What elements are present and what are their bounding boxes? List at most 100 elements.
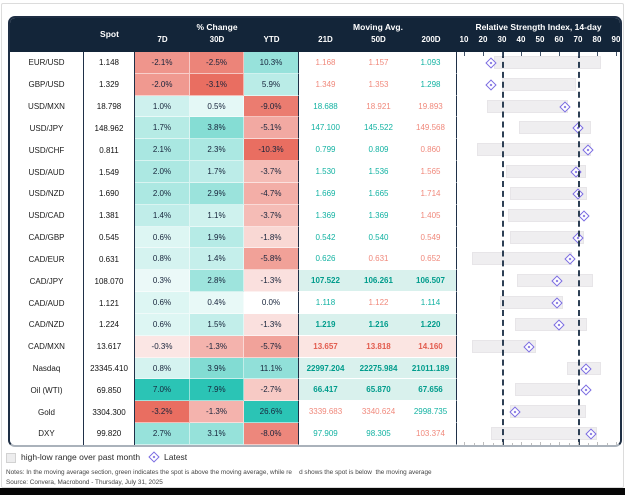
pct-cell-7d: 1.7%	[135, 117, 190, 140]
pct-cell-30d: 3.9%	[190, 357, 244, 380]
ma-cell-200d: 103.374	[405, 423, 457, 445]
rsi-range-bar	[486, 99, 569, 113]
row-label: CAD/GBP	[10, 226, 84, 249]
pct-cell-ytd: 10.3%	[244, 52, 299, 74]
rsi-cell	[457, 248, 620, 270]
rsi-cell	[457, 423, 620, 445]
legend-range-label: high-low range over past month	[21, 452, 141, 462]
ma-cell-200d: 1.714	[405, 182, 457, 205]
pct-cell-30d: 1.9%	[190, 226, 244, 249]
ma-cell-200d: 149.568	[405, 117, 457, 140]
ma-cell-50d: 13.818	[352, 335, 405, 358]
rsi-axis-tick	[597, 442, 598, 445]
ma-cell-21d: 3339.683	[299, 401, 352, 424]
rsi-cell	[457, 227, 620, 249]
ma-cell-50d: 1.665	[352, 183, 405, 205]
rsi-axis-tick	[587, 443, 589, 445]
rsi-range-bar	[471, 252, 573, 266]
rsi-range-bar	[490, 427, 597, 441]
pct-cell-7d: 0.3%	[135, 270, 190, 293]
spot-value: 1.329	[84, 73, 135, 96]
pct-cell-30d: 1.7%	[190, 161, 244, 183]
col-header-50d: 50D	[371, 35, 386, 44]
rsi-latest-diamond	[579, 384, 592, 396]
col-header-30d: 30D	[209, 35, 225, 44]
ma-group-header: Moving Avg.	[353, 22, 403, 32]
rsi-axis-label: 60	[554, 35, 564, 44]
spot-value: 1.224	[84, 313, 135, 336]
table-header: Spot % Change Moving Avg. Relative Stren…	[10, 18, 620, 52]
table-body: EUR/USD 1.148 -2.1% -2.5% 10.3% 1.168 1.157 1.0…	[10, 52, 620, 445]
pct-cell-ytd: -3.7%	[244, 161, 299, 183]
ma-cell-21d: 0.542	[299, 227, 352, 249]
row-label: Nasdaq	[10, 357, 84, 380]
rsi-axis-tick	[616, 442, 617, 445]
table-row: CAD/AUD 1.121 0.6% 0.4% 0.0% 1.118 1.122 1.114	[10, 292, 620, 314]
rsi-cell	[457, 358, 620, 380]
rsi-cell	[457, 96, 620, 118]
row-label: USD/AUD	[10, 161, 84, 183]
col-header-200d: 200D	[421, 35, 441, 44]
ma-cell-200d: 1.565	[405, 161, 457, 183]
rsi-axis-label: 40	[516, 35, 526, 44]
spot-value: 99.820	[84, 423, 135, 445]
rsi-axis-tick	[473, 443, 475, 445]
row-label: GBP/USD	[10, 73, 84, 96]
pct-cell-7d: -2.0%	[135, 73, 190, 96]
ma-cell-21d: 1.349	[299, 74, 352, 96]
rsi-cell	[457, 292, 620, 314]
market-table-card: Spot % Change Moving Avg. Relative Stren…	[8, 16, 622, 447]
pct-cell-7d: 0.6%	[135, 313, 190, 336]
rsi-cell	[457, 139, 620, 161]
pct-cell-7d: 1.0%	[135, 95, 190, 118]
col-header-7d: 7D	[157, 35, 168, 44]
rsi-axis-tick	[559, 52, 560, 56]
rsi-axis-label: 10	[459, 35, 469, 44]
row-label: CAD/MXN	[10, 335, 84, 358]
latest-diamond-icon	[148, 451, 160, 463]
rsi-axis-tick	[568, 443, 570, 445]
pct-cell-30d: 1.1%	[190, 204, 244, 227]
ma-cell-200d: 1.093	[405, 52, 457, 74]
pct-cell-ytd: 26.6%	[244, 401, 299, 424]
pct-cell-30d: -1.3%	[190, 335, 244, 358]
pct-cell-ytd: -1.8%	[244, 226, 299, 249]
row-label: CAD/JPY	[10, 270, 84, 293]
spot-value: 1.690	[84, 182, 135, 205]
ma-cell-200d: 14.160	[405, 335, 457, 358]
rsi-axis-tick	[606, 443, 608, 445]
ma-cell-200d: 1.220	[405, 313, 457, 336]
pct-cell-30d: 3.1%	[190, 423, 244, 445]
row-label: CAD/EUR	[10, 248, 84, 271]
pct-cell-7d: 0.8%	[135, 357, 190, 380]
table-row: Nasdaq 23345.410 0.8% 3.9% 11.1% 22997.204 222…	[10, 357, 620, 380]
ma-cell-50d: 3340.624	[352, 401, 405, 424]
ma-cell-50d: 1.353	[352, 74, 405, 96]
pct-cell-30d: 7.9%	[190, 379, 244, 402]
row-label: USD/JPY	[10, 117, 84, 140]
ma-cell-200d: 19.893	[405, 95, 457, 118]
ma-cell-50d: 98.305	[352, 423, 405, 445]
pct-cell-7d: -2.1%	[135, 52, 190, 74]
table-row: DXY 99.820 2.7% 3.1% -8.0% 97.909 98.305 103.37…	[10, 423, 620, 445]
rsi-axis-tick	[578, 52, 579, 56]
spot-value: 0.811	[84, 139, 135, 162]
table-row: CAD/GBP 0.545 0.6% 1.9% -1.8% 0.542 0.540 0.549	[10, 226, 620, 249]
range-bar-swatch-icon	[6, 453, 16, 463]
ma-cell-21d: 1.669	[299, 183, 352, 205]
spot-value: 1.381	[84, 204, 135, 227]
pct-cell-ytd: 5.9%	[244, 73, 299, 96]
rsi-cell	[457, 270, 620, 292]
rsi-cell	[457, 314, 620, 336]
spot-value: 18.798	[84, 95, 135, 118]
spot-value: 23345.410	[84, 357, 135, 380]
spot-value: 108.070	[84, 270, 135, 293]
ma-cell-50d: 1.157	[352, 52, 405, 74]
pct-cell-7d: 2.1%	[135, 139, 190, 162]
pct-cell-ytd: -3.7%	[244, 204, 299, 227]
rsi-axis-label: 80	[592, 35, 602, 44]
ma-cell-21d: 97.909	[299, 423, 352, 445]
rsi-cell	[457, 74, 620, 96]
col-header-ytd: YTD	[263, 35, 280, 44]
